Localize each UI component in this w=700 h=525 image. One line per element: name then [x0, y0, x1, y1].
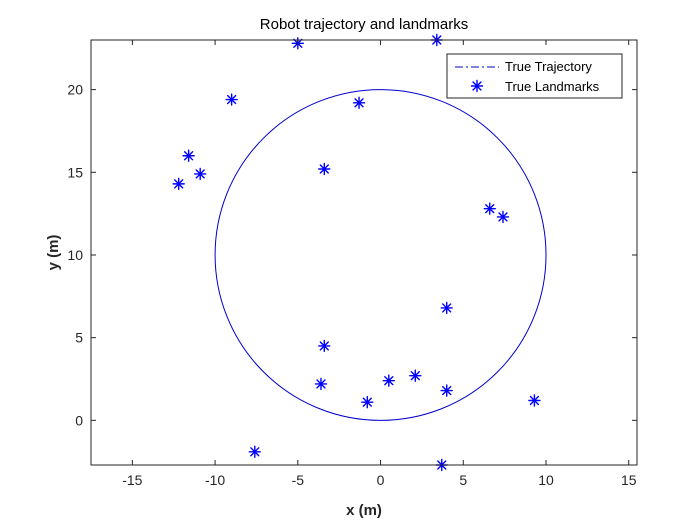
- trajectory-circle: [214, 89, 547, 421]
- landmark-point: [182, 149, 195, 162]
- x-tick-label: 15: [621, 472, 637, 488]
- landmark-point: [318, 339, 331, 353]
- x-tick-label: -15: [122, 472, 142, 488]
- x-tick-label: 5: [459, 472, 467, 488]
- plot-area: [90, 33, 638, 472]
- x-tick-label: -10: [205, 472, 225, 488]
- landmark-point: [225, 93, 238, 106]
- legend-landmark-marker: [470, 79, 484, 93]
- landmarks-layer: [172, 33, 541, 472]
- landmark-point: [193, 167, 207, 181]
- legend-landmark-swatch: [470, 79, 484, 93]
- legend-trajectory-label: True Trajectory: [505, 59, 592, 74]
- x-tick-label: 0: [377, 472, 385, 488]
- landmark-point: [528, 394, 541, 407]
- chart-title: Robot trajectory and landmarks: [260, 16, 468, 33]
- trajectory-layer: [214, 89, 547, 421]
- landmark-point: [314, 377, 328, 391]
- y-tick-label: 20: [67, 82, 83, 98]
- landmark-point: [318, 162, 331, 176]
- y-axis: 0 5 10 15 20: [67, 82, 637, 428]
- landmark-point: [352, 96, 366, 110]
- x-tick-label: 10: [538, 472, 554, 488]
- y-tick-label: 15: [67, 164, 83, 180]
- landmark-point: [440, 384, 453, 397]
- landmark-point: [382, 374, 396, 387]
- landmark-point: [496, 210, 510, 224]
- legend: True Trajectory True Landmarks: [446, 53, 623, 99]
- axes-box: [90, 39, 638, 466]
- legend-landmark-label: True Landmarks: [505, 79, 600, 94]
- y-tick-label: 5: [75, 330, 83, 346]
- x-axis: -15 -10 -5 0 5 10 15: [122, 40, 637, 488]
- x-axis-label: x (m): [346, 502, 382, 519]
- landmark-point: [248, 445, 261, 458]
- landmark-point: [172, 177, 185, 191]
- y-tick-label: 10: [67, 247, 83, 263]
- landmark-point: [409, 369, 422, 382]
- y-tick-label: 0: [75, 412, 83, 428]
- y-axis-label: y (m): [45, 235, 62, 271]
- legend-box: [446, 53, 623, 99]
- landmark-point: [361, 395, 374, 409]
- landmark-point: [483, 202, 496, 215]
- x-tick-label: -5: [292, 472, 305, 488]
- landmark-point: [440, 301, 453, 315]
